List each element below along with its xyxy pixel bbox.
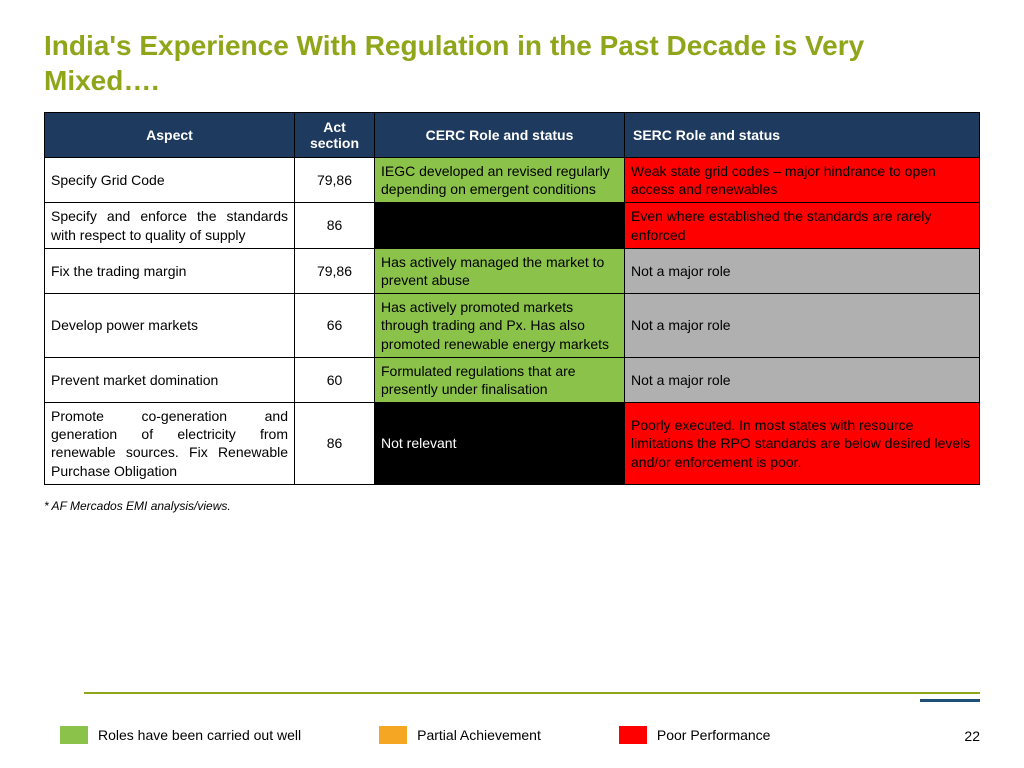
col-header-aspect: Aspect [45,113,295,158]
table-row: Develop power markets66Has actively prom… [45,294,980,358]
cell-serc: Not a major role [625,248,980,293]
table-body: Specify Grid Code79,86IEGC developed an … [45,158,980,485]
page-title: India's Experience With Regulation in th… [44,28,980,98]
cell-serc: Not a major role [625,294,980,358]
table-row: Prevent market domination60Formulated re… [45,357,980,402]
cell-cerc [375,203,625,248]
table-header: Aspect Act section CERC Role and status … [45,113,980,158]
legend-label: Partial Achievement [417,727,541,743]
cell-serc: Poorly executed. In most states with res… [625,403,980,485]
col-header-cerc: CERC Role and status [375,113,625,158]
cell-aspect: Promote co-generation and generation of … [45,403,295,485]
legend-item: Roles have been carried out well [60,726,301,744]
cell-act-section: 79,86 [295,158,375,203]
cell-cerc: IEGC developed an revised regularly depe… [375,158,625,203]
page-number: 22 [964,728,980,744]
table-row: Promote co-generation and generation of … [45,403,980,485]
legend-item: Partial Achievement [379,726,541,744]
slide: India's Experience With Regulation in th… [0,0,1024,768]
footnote: * AF Mercados EMI analysis/views. [44,499,980,513]
table-row: Specify Grid Code79,86IEGC developed an … [45,158,980,203]
legend-swatch [379,726,407,744]
cell-aspect: Specify and enforce the standards with r… [45,203,295,248]
legend-label: Poor Performance [657,727,771,743]
cell-aspect: Prevent market domination [45,357,295,402]
table-row: Specify and enforce the standards with r… [45,203,980,248]
cell-cerc: Has actively managed the market to preve… [375,248,625,293]
cell-aspect: Specify Grid Code [45,158,295,203]
cell-aspect: Develop power markets [45,294,295,358]
regulation-table: Aspect Act section CERC Role and status … [44,112,980,485]
cell-serc: Weak state grid codes – major hindrance … [625,158,980,203]
table-row: Fix the trading margin79,86Has actively … [45,248,980,293]
col-header-serc: SERC Role and status [625,113,980,158]
cell-act-section: 86 [295,203,375,248]
cell-act-section: 60 [295,357,375,402]
legend-item: Poor Performance [619,726,771,744]
cell-act-section: 79,86 [295,248,375,293]
legend-swatch [60,726,88,744]
cell-serc: Even where established the standards are… [625,203,980,248]
accent-divider [44,692,980,694]
legend-swatch [619,726,647,744]
cell-cerc: Has actively promoted markets through tr… [375,294,625,358]
cell-cerc: Formulated regulations that are presentl… [375,357,625,402]
cell-serc: Not a major role [625,357,980,402]
cell-act-section: 66 [295,294,375,358]
cell-aspect: Fix the trading margin [45,248,295,293]
col-header-act: Act section [295,113,375,158]
legend-label: Roles have been carried out well [98,727,301,743]
cell-cerc: Not relevant [375,403,625,485]
cell-act-section: 86 [295,403,375,485]
legend: Roles have been carried out well Partial … [60,726,980,744]
